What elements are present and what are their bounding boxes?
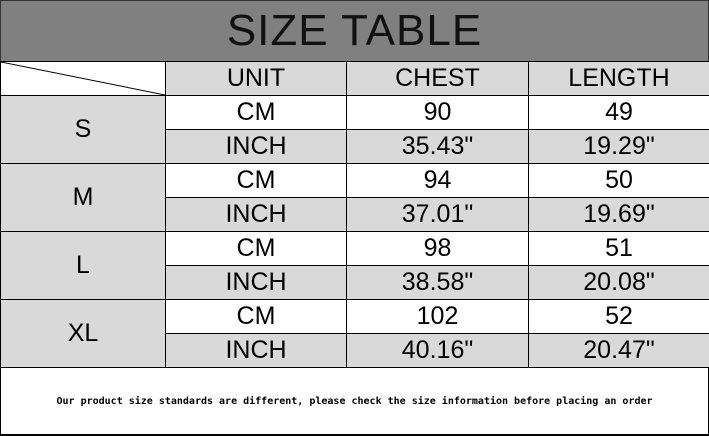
unit-cell: CM [165, 163, 347, 198]
chest-cell: 98 [346, 231, 529, 266]
table-row: M CM 94 50 [0, 163, 709, 232]
chest-cell: 38.58" [346, 265, 529, 300]
header-unit: UNIT [165, 61, 347, 96]
length-cell: 19.69" [528, 197, 709, 232]
header-row: UNIT CHEST LENGTH [0, 61, 709, 96]
unit-cell: INCH [165, 197, 347, 232]
table-row: INCH 40.16" 20.47" [1, 333, 709, 368]
size-label: S [0, 95, 166, 164]
unit-cell: INCH [165, 333, 347, 368]
length-cell: 50 [528, 163, 709, 198]
length-cell: 19.29" [528, 129, 709, 164]
length-cell: 20.08" [528, 265, 709, 300]
unit-cell: CM [165, 299, 347, 334]
table-row: INCH 38.58" 20.08" [1, 265, 709, 300]
unit-cell: INCH [165, 265, 347, 300]
size-label: XL [0, 299, 166, 368]
chest-cell: 40.16" [346, 333, 529, 368]
footer-note: Our product size standards are different… [0, 367, 709, 436]
size-table: UNIT CHEST LENGTH S CM 90 49 INCH 35.43" … [0, 61, 709, 368]
unit-cell: CM [165, 95, 347, 130]
table-title: SIZE TABLE [0, 0, 709, 62]
table-row: L CM 98 51 [0, 231, 709, 300]
size-label: M [0, 163, 166, 232]
size-label: L [0, 231, 166, 300]
length-cell: 51 [528, 231, 709, 266]
table-row: INCH 37.01" 19.69" [1, 197, 709, 232]
length-cell: 49 [528, 95, 709, 130]
table-row: S CM 90 49 [0, 95, 709, 164]
chest-cell: 94 [346, 163, 529, 198]
table-row: INCH 35.43" 19.29" [1, 129, 709, 164]
chest-cell: 102 [346, 299, 529, 334]
length-cell: 52 [528, 299, 709, 334]
chest-cell: 37.01" [346, 197, 529, 232]
chest-cell: 35.43" [346, 129, 529, 164]
unit-cell: INCH [165, 129, 347, 164]
table-row: XL CM 102 52 [0, 299, 709, 368]
header-chest: CHEST [346, 61, 529, 96]
unit-cell: CM [165, 231, 347, 266]
chest-cell: 90 [346, 95, 529, 130]
length-cell: 20.47" [528, 333, 709, 368]
diagonal-corner-cell [0, 61, 166, 96]
header-length: LENGTH [528, 61, 709, 96]
